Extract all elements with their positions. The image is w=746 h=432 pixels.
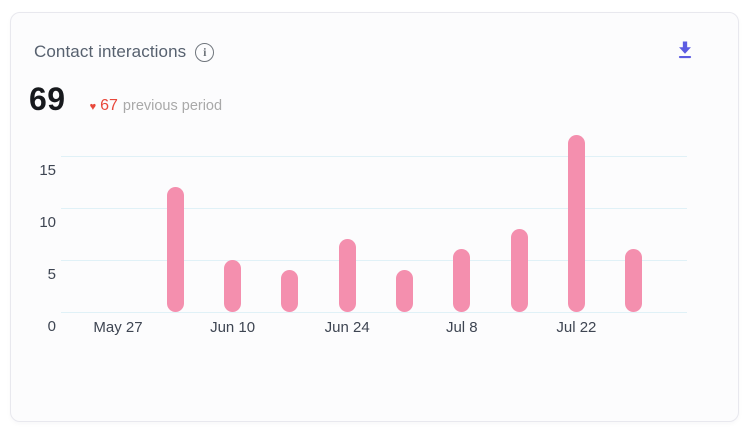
heart-delta-icon: ♥ <box>89 100 97 113</box>
bar-jul-15[interactable] <box>510 228 528 312</box>
gridline-15 <box>61 155 687 157</box>
x-axis-tick-may-27: May 27 <box>93 319 143 336</box>
x-axis-tick-jun-24: Jun 24 <box>324 319 370 336</box>
summary-row: 69 ♥ 67 previous period <box>29 81 222 117</box>
download-icon <box>678 41 692 59</box>
card-title: Contact interactions <box>34 42 187 61</box>
bar-jul-29[interactable] <box>625 249 643 312</box>
bar-jul-1[interactable] <box>396 270 413 312</box>
contact-interactions-card: Contact interactions i 69 ♥ 67 previous … <box>10 12 739 422</box>
y-axis-tick-15: 15 <box>39 161 56 179</box>
bar-jun-24[interactable] <box>338 238 356 312</box>
bar-jun-3[interactable] <box>166 186 184 312</box>
gridline-10 <box>61 207 687 209</box>
x-axis-tick-jul-22: Jul 22 <box>556 319 597 336</box>
y-axis-tick-5: 5 <box>47 265 56 283</box>
gridline-0 <box>61 312 687 313</box>
gridline-5 <box>61 259 687 261</box>
delta: ♥ 67 <box>90 97 118 115</box>
previous-period-label: previous period <box>122 98 223 114</box>
bar-jul-22[interactable] <box>567 134 585 312</box>
bar-jun-17[interactable] <box>281 270 299 312</box>
previous-value: 67 <box>100 97 118 114</box>
y-axis-tick-0: 0 <box>47 318 56 335</box>
bar-jul-8[interactable] <box>453 249 471 312</box>
info-icon[interactable]: i <box>195 42 215 62</box>
total-value: 69 <box>29 81 66 117</box>
y-axis-tick-10: 10 <box>39 213 56 231</box>
card-header: Contact interactions i <box>34 42 215 62</box>
download-button[interactable] <box>676 40 694 60</box>
x-axis-tick-jul-8: Jul 8 <box>445 319 478 336</box>
bar-jun-10[interactable] <box>224 259 242 312</box>
x-axis-tick-jun-10: Jun 10 <box>210 319 256 336</box>
bar-chart: 0 5 10 15 May 27 Jun 10 Jun 24 Jul 8 Jul 22 <box>11 13 740 423</box>
